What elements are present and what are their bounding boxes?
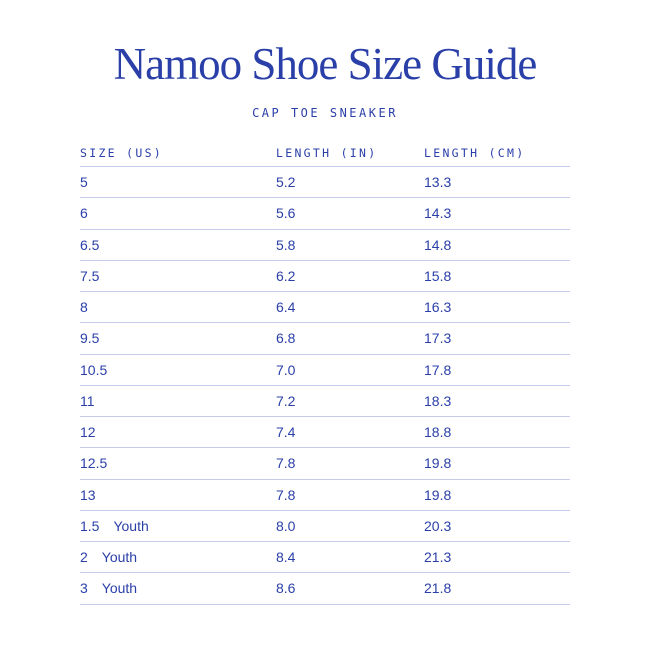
cell-length-cm: 21.3 xyxy=(424,549,452,565)
cell-length-cm: 19.8 xyxy=(424,455,452,472)
size-value: 13 xyxy=(80,486,96,503)
table-row: 12.5 7.8 19.8 xyxy=(80,448,570,480)
table-row: 5 5.2 13.3 xyxy=(80,167,570,199)
cell-size: 1.5 Youth xyxy=(80,511,149,542)
table-row: 13 7.8 19.8 xyxy=(80,480,570,511)
cell-length-cm: 17.8 xyxy=(424,361,452,378)
cell-length-cm: 18.3 xyxy=(424,392,452,409)
cell-length-in: 7.0 xyxy=(276,361,296,378)
cell-size: 7.5 xyxy=(80,261,99,292)
cell-length-in: 8.4 xyxy=(276,549,296,565)
table-header-row: SIZE (US) LENGTH (IN) LENGTH (CM) xyxy=(80,140,570,167)
cell-size: 12.5 xyxy=(80,448,107,479)
table-row: 9.5 6.8 17.3 xyxy=(80,323,570,355)
cell-length-in: 8.6 xyxy=(276,580,296,597)
table-row: 3 Youth 8.6 21.8 xyxy=(80,573,570,605)
cell-size: 6 xyxy=(80,198,88,229)
cell-length-in: 7.2 xyxy=(276,392,296,409)
size-table: SIZE (US) LENGTH (IN) LENGTH (CM) 5 5.2 13… xyxy=(80,140,570,605)
cell-length-in: 7.8 xyxy=(276,486,296,503)
cell-length-in: 7.4 xyxy=(276,424,296,440)
header-length-cm: LENGTH (CM) xyxy=(424,146,526,160)
table-row: 10.5 7.0 17.8 xyxy=(80,355,570,386)
size-value: 12 xyxy=(80,424,96,440)
size-note: Youth xyxy=(113,517,149,534)
cell-size: 11 xyxy=(80,386,95,417)
table-row: 7.5 6.2 15.8 xyxy=(80,261,570,292)
cell-length-in: 8.0 xyxy=(276,517,296,534)
cell-length-cm: 18.8 xyxy=(424,424,452,440)
size-note: Youth xyxy=(101,549,138,565)
size-value: 8 xyxy=(80,299,88,315)
size-value: 12.5 xyxy=(80,455,108,472)
cell-length-in: 5.8 xyxy=(276,236,296,253)
cell-size: 10.5 xyxy=(80,355,107,386)
cell-length-cm: 13.3 xyxy=(424,174,452,190)
cell-size: 8 xyxy=(80,292,88,323)
size-value: 6 xyxy=(80,205,88,222)
cell-length-in: 6.4 xyxy=(276,299,296,315)
page-title: Namoo Shoe Size Guide xyxy=(113,39,538,89)
cell-size: 2 Youth xyxy=(80,542,137,573)
cell-length-cm: 17.3 xyxy=(424,330,452,347)
header-length-in: LENGTH (IN) xyxy=(276,146,378,160)
size-value: 7.5 xyxy=(80,267,100,284)
table-row: 2 Youth 8.4 21.3 xyxy=(80,542,570,574)
cell-length-cm: 14.3 xyxy=(424,205,452,222)
table-row: 1.5 Youth 8.0 20.3 xyxy=(80,511,570,542)
table-row: 12 7.4 18.8 xyxy=(80,417,570,449)
cell-size: 9.5 xyxy=(80,323,99,354)
table-row: 8 6.4 16.3 xyxy=(80,292,570,324)
cell-length-cm: 14.8 xyxy=(424,236,452,253)
cell-size: 12 xyxy=(80,417,96,448)
size-value: 5 xyxy=(80,174,88,190)
cell-length-in: 6.2 xyxy=(276,267,296,284)
cell-length-in: 7.8 xyxy=(276,455,296,472)
cell-length-cm: 21.8 xyxy=(424,580,452,597)
size-value: 10.5 xyxy=(80,361,108,378)
cell-size: 6.5 xyxy=(80,230,99,261)
cell-size: 13 xyxy=(80,480,96,511)
table-row: 6 5.6 14.3 xyxy=(80,198,570,230)
cell-length-in: 5.2 xyxy=(276,174,296,190)
size-value: 2 xyxy=(80,549,88,565)
cell-length-cm: 15.8 xyxy=(424,267,452,284)
size-value: 6.5 xyxy=(80,236,100,253)
header-size-us: SIZE (US) xyxy=(80,146,164,160)
subtitle: CAP TOE SNEAKER xyxy=(252,106,398,120)
cell-size: 5 xyxy=(80,167,88,198)
cell-size: 3 Youth xyxy=(80,573,137,604)
size-note: Youth xyxy=(101,580,138,597)
cell-length-cm: 16.3 xyxy=(424,299,452,315)
table-body: 5 5.2 13.3 6 5.6 14.3 6.5 5.8 14.8 7.5 6.2 15.8 8 6.4… xyxy=(80,167,570,605)
size-value: 9.5 xyxy=(80,330,100,347)
cell-length-in: 5.6 xyxy=(276,205,296,222)
cell-length-cm: 19.8 xyxy=(424,486,452,503)
size-value: 1.5 xyxy=(80,517,100,534)
table-row: 6.5 5.8 14.8 xyxy=(80,230,570,261)
size-value: 3 xyxy=(80,580,88,597)
size-value: 11 xyxy=(80,392,95,409)
cell-length-cm: 20.3 xyxy=(424,517,452,534)
cell-length-in: 6.8 xyxy=(276,330,296,347)
table-row: 11 7.2 18.3 xyxy=(80,386,570,417)
